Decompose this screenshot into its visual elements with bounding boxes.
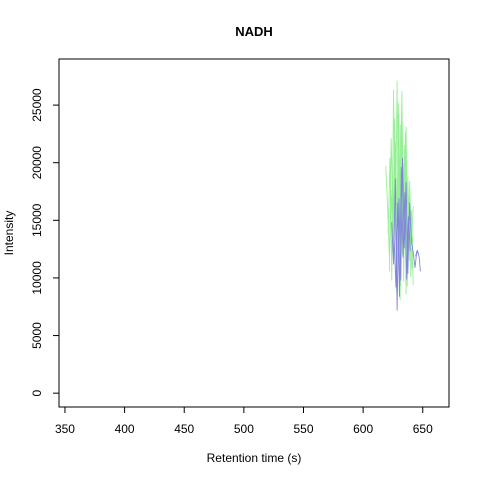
x-tick-label: 650 <box>413 422 433 436</box>
plot-frame <box>58 58 450 408</box>
x-tick-label: 600 <box>353 422 373 436</box>
x-axis: 350 400 450 500 550 600 650 <box>55 406 433 436</box>
series-line-6 <box>393 166 411 297</box>
chart-title: NADH <box>235 24 273 39</box>
y-tick-label: 0 <box>30 390 44 397</box>
x-tick-label: 400 <box>115 422 135 436</box>
y-tick-label: 15000 <box>30 203 44 237</box>
y-axis-label: Intensity <box>2 211 16 256</box>
x-tick-label: 500 <box>234 422 254 436</box>
x-axis-label: Retention time (s) <box>207 451 302 465</box>
x-tick-label: 450 <box>174 422 194 436</box>
y-tick-label: 5000 <box>30 322 44 349</box>
y-tick-label: 20000 <box>30 146 44 180</box>
y-axis: 0 5000 10000 15000 20000 25000 <box>30 88 60 397</box>
y-tick-label: 10000 <box>30 261 44 295</box>
plot-series <box>385 80 421 311</box>
y-tick-label: 25000 <box>30 88 44 122</box>
x-tick-label: 550 <box>293 422 313 436</box>
series-line-7 <box>415 249 421 272</box>
x-tick-label: 350 <box>55 422 75 436</box>
